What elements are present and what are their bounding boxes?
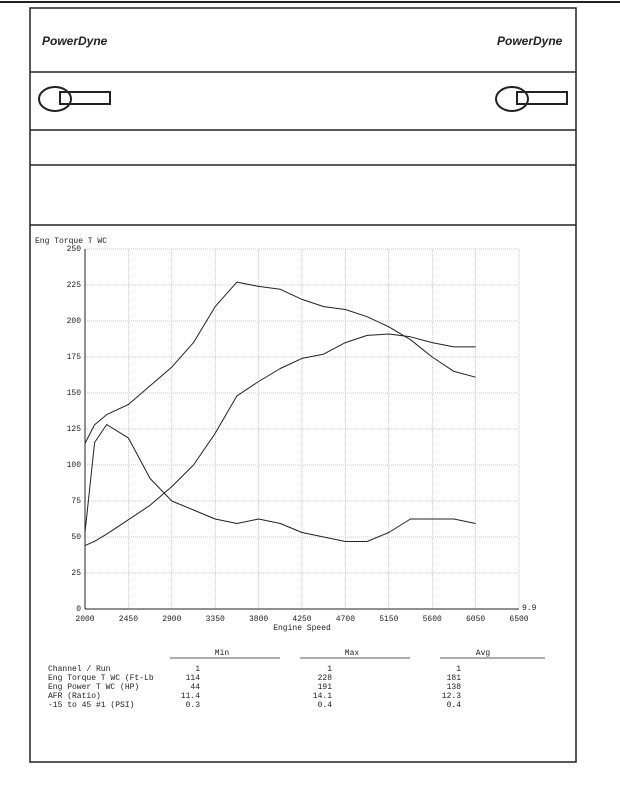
cell: 0.4 <box>447 701 462 710</box>
series-line <box>84 281 476 444</box>
row-label: -15 to 45 #1 (PSI) <box>48 701 134 710</box>
cell: 228 <box>318 674 333 683</box>
cell: 138 <box>447 683 462 692</box>
row-label: AFR (Ratio) <box>48 692 101 701</box>
y-tick-label: 150 <box>67 389 82 398</box>
cell: 114 <box>186 674 201 683</box>
cell: 44 <box>190 683 200 692</box>
y-tick-label: 75 <box>71 497 81 506</box>
logo-right: PowerDyne <box>497 34 563 48</box>
cell: 191 <box>318 683 333 692</box>
x-axis-label: Engine Speed <box>273 624 331 633</box>
cell: 181 <box>447 674 462 683</box>
cell: 1 <box>327 665 332 674</box>
y-tick-label: 250 <box>67 245 82 254</box>
series-line <box>84 424 476 542</box>
y2-tick-label: 9.9 <box>522 604 537 613</box>
x-tick-label: 2450 <box>119 615 138 624</box>
chart-title: Eng Torque T WC <box>35 237 107 246</box>
row-label: Eng Power T WC (HP) <box>48 683 139 692</box>
cell: 14.1 <box>313 692 332 701</box>
page-border <box>29 7 577 763</box>
y-tick-label: 50 <box>71 533 81 542</box>
y-tick-label: 25 <box>71 569 81 578</box>
x-tick-label: 2000 <box>75 615 94 624</box>
y-tick-label: 100 <box>67 461 82 470</box>
x-tick-label: 3350 <box>206 615 225 624</box>
cell: 1 <box>456 665 461 674</box>
x-tick-label: 5600 <box>423 615 442 624</box>
x-tick-label: 4700 <box>336 615 355 624</box>
logo-left: PowerDyne <box>42 34 108 48</box>
y-tick-label: 200 <box>67 317 82 326</box>
emblem-right <box>495 86 568 112</box>
row-label: Eng Torque T WC (Ft-Lb <box>48 674 154 683</box>
y-tick-label: 0 <box>76 605 81 614</box>
x-tick-label: 6050 <box>466 615 485 624</box>
cell: 1 <box>195 665 200 674</box>
y-tick-label: 175 <box>67 353 82 362</box>
x-tick-label: 4250 <box>292 615 311 624</box>
series-line <box>84 333 476 547</box>
table-header: Avg <box>476 649 491 658</box>
cell: 0.3 <box>186 701 201 710</box>
row-label: Channel / Run <box>48 665 111 674</box>
x-tick-label: 6500 <box>509 615 528 624</box>
cell: 11.4 <box>181 692 200 701</box>
x-tick-label: 2900 <box>162 615 181 624</box>
emblem-left <box>38 86 111 112</box>
cell: 0.4 <box>318 701 333 710</box>
x-tick-label: 5150 <box>379 615 398 624</box>
y-tick-label: 125 <box>67 425 82 434</box>
table-header: Min <box>215 649 230 658</box>
x-tick-label: 3800 <box>249 615 268 624</box>
y-tick-label: 225 <box>67 281 82 290</box>
cell: 12.3 <box>442 692 461 701</box>
table-header: Max <box>345 649 360 658</box>
